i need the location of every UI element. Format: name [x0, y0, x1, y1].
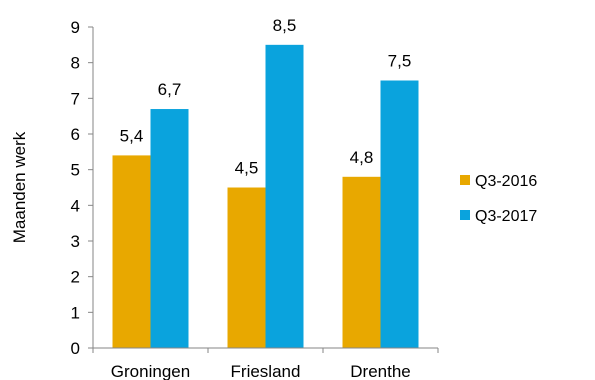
- legend-label: Q3-2016: [475, 173, 537, 190]
- bar-q3-2017-groningen: [150, 109, 189, 349]
- data-label: 6,7: [158, 80, 182, 99]
- y-tick-label: 1: [71, 303, 80, 322]
- y-tick-label: 4: [71, 196, 80, 215]
- data-label: 7,5: [388, 52, 412, 71]
- data-label: 4,5: [235, 159, 259, 178]
- data-label: 5,4: [120, 126, 144, 145]
- y-tick-label: 6: [71, 125, 80, 144]
- y-tick-label: 2: [71, 268, 80, 287]
- x-axis-ticks: [92, 348, 439, 353]
- y-tick-label: 5: [71, 161, 80, 180]
- x-category-label: Drenthe: [350, 362, 410, 380]
- bar-q3-2016-groningen: [112, 155, 151, 348]
- y-tick-label: 8: [71, 54, 80, 73]
- data-label: 4,8: [350, 148, 374, 167]
- y-tick-label: 7: [71, 89, 80, 108]
- data-label: 8,5: [273, 16, 297, 35]
- bar-q3-2016-drenthe: [342, 176, 381, 348]
- x-category-label: Friesland: [231, 362, 301, 380]
- x-category-label: Groningen: [111, 362, 190, 380]
- bar-q3-2017-drenthe: [380, 80, 419, 348]
- y-tick-label: 3: [71, 232, 80, 251]
- legend-swatch: [460, 210, 470, 220]
- legend-label: Q3-2017: [475, 208, 537, 225]
- bar-q3-2017-friesland: [265, 44, 304, 348]
- legend-swatch: [460, 175, 470, 185]
- data-labels: 5,4 6,7 4,5 8,5 4,8 7,5: [120, 16, 412, 178]
- category-labels: Groningen Friesland Drenthe: [111, 362, 411, 380]
- bar-q3-2016-friesland: [227, 187, 266, 348]
- y-tick-label: 9: [71, 18, 80, 37]
- y-tick-label: 0: [71, 339, 80, 358]
- bars: [112, 44, 419, 349]
- y-axis-ticks: 0 1 2 3 4 5 6 7 8 9: [71, 18, 93, 358]
- y-axis-title: Maanden werk: [10, 131, 29, 243]
- legend: Q3-2016 Q3-2017: [460, 173, 537, 225]
